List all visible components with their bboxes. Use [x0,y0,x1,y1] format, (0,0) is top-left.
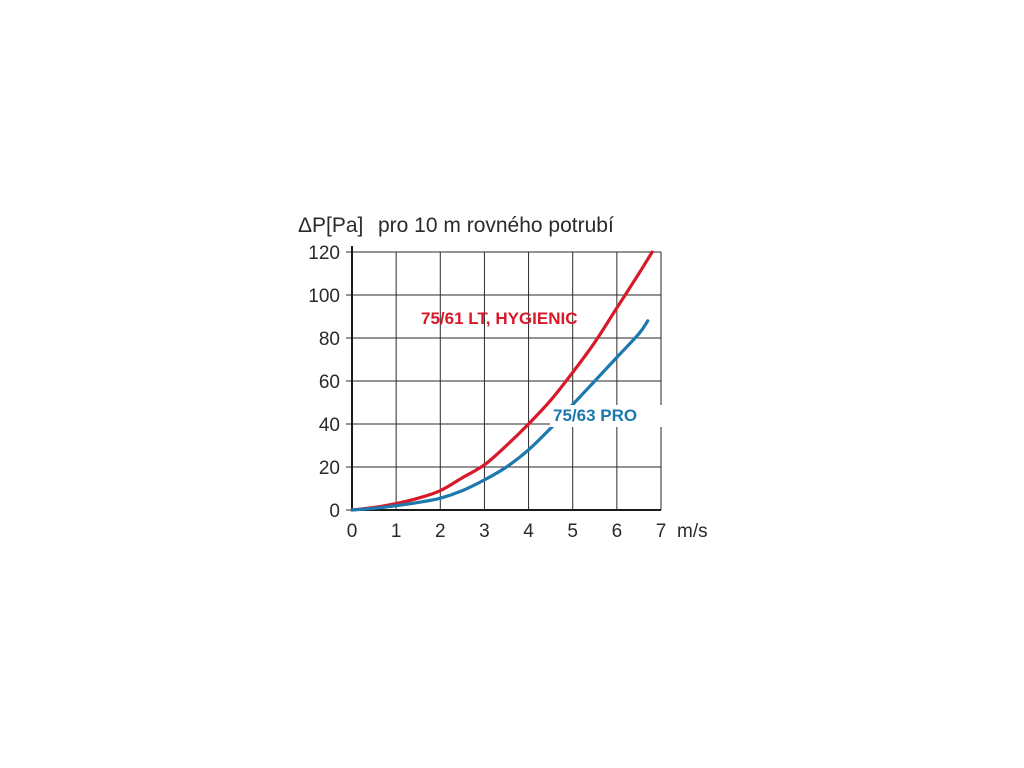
y-tick-label: 60 [319,372,340,393]
series-line-lt-hygienic [350,250,654,512]
grid [352,251,662,510]
chart-title: pro 10 m rovného potrubí [378,214,614,237]
x-tick-label: 0 [347,521,358,542]
series-labels: 75/61 LT, HYGIENIC 75/63 PRO [421,309,662,427]
y-tick-label: 100 [308,286,340,307]
x-tick-label: 1 [391,521,402,542]
x-tick-labels: 0 1 2 3 4 5 6 7 [347,521,667,542]
y-tick-label: 80 [319,329,340,350]
y-axis-label: ΔP[Pa] [298,214,363,237]
x-tick-label: 4 [523,521,534,542]
series-line-pro [350,319,650,512]
x-axis-unit-label: m/s [677,521,708,542]
y-tick-label: 120 [308,243,340,264]
x-tick-label: 7 [656,521,667,542]
series-label-background [550,405,662,427]
x-tick-label: 3 [479,521,490,542]
y-tick-label: 40 [319,415,340,436]
series-label-lt-hygienic: 75/61 LT, HYGIENIC [421,309,578,328]
x-tick-label: 5 [567,521,578,542]
series-label-pro: 75/63 PRO [553,406,637,425]
y-tick-label: 0 [329,501,340,522]
y-tick-label: 20 [319,458,340,479]
x-tick-label: 2 [435,521,446,542]
y-tick-labels: 0 20 40 60 80 100 120 [308,243,340,522]
x-tick-label: 6 [612,521,623,542]
series-lines [350,250,654,512]
